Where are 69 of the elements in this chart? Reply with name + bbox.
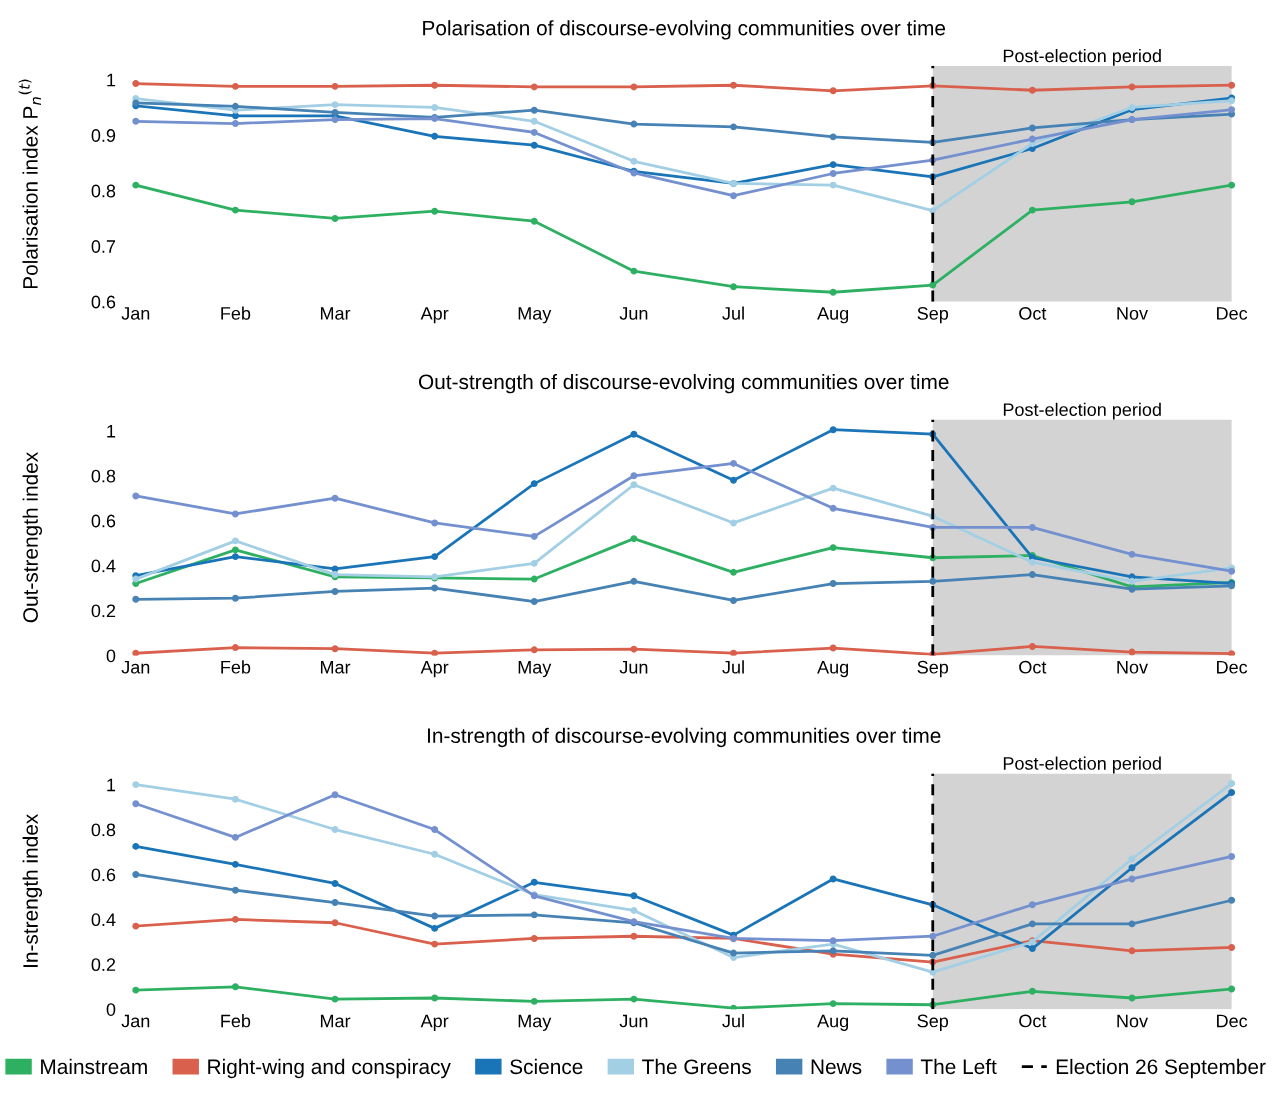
legend-label: Election 26 September (1056, 1058, 1266, 1079)
x-tick-label: Sep (917, 1014, 949, 1031)
band-label: Post-election period (1003, 402, 1161, 420)
x-tick-label: May (518, 307, 552, 324)
legend-label: News (811, 1059, 862, 1075)
x-tick-label: Jul (722, 660, 744, 674)
y-tick-label: 0.8 (91, 823, 116, 837)
x-tick-label: Feb (221, 1014, 251, 1028)
x-tick-label: May (518, 1014, 552, 1031)
chart-title: In-strength of discourse-evolving communities over time (428, 727, 941, 748)
x-tick-label: Mar (320, 307, 351, 320)
x-tick-label: Mar (320, 660, 351, 674)
y-tick-label: 0.7 (91, 240, 116, 253)
x-tick-label: Jun (619, 1014, 648, 1028)
x-tick-label: Aug (817, 1014, 849, 1031)
x-tick-label: Dec (1217, 1014, 1248, 1028)
x-tick-label: Jul (722, 306, 744, 320)
y-tick-label: 1 (107, 778, 116, 792)
y-tick-label: 0.2 (91, 958, 116, 972)
y-tick-label: 0 (106, 649, 116, 663)
x-tick-label: Apr (420, 1014, 449, 1031)
x-tick-label: Aug (817, 307, 849, 324)
x-tick-label: Jan (121, 660, 150, 674)
x-tick-label: Aug (817, 660, 849, 678)
y-tick-label: 1 (107, 73, 116, 87)
x-tick-label: Apr (420, 660, 449, 678)
x-tick-label: Oct (1019, 307, 1047, 320)
x-tick-label: Nov (1117, 660, 1148, 674)
y-axis-title: Out-strength index (22, 452, 43, 623)
y-tick-label: 1 (107, 424, 116, 438)
y-tick-label: 0 (106, 1003, 116, 1016)
y-tick-label: 0.6 (91, 868, 116, 882)
legend-label: The Greens (642, 1058, 751, 1075)
y-tick-label: 0.8 (91, 469, 116, 483)
chart-title: Polarisation of discourse-evolving communities over time (423, 20, 946, 40)
x-tick-label: Jun (619, 660, 648, 674)
x-tick-label: Feb (221, 660, 251, 674)
legend-label: Right-wing and conspiracy (208, 1058, 451, 1079)
band-label: Post-election period (1003, 756, 1161, 774)
y-tick-label: 0.4 (91, 559, 116, 573)
y-tick-label: 0.2 (91, 604, 116, 618)
x-tick-label: Oct (1019, 1014, 1047, 1028)
y-tick-label: 0.4 (91, 913, 116, 927)
y-tick-label: 0.9 (91, 129, 116, 142)
x-tick-label: Jun (619, 307, 648, 320)
x-tick-label: May (518, 660, 552, 678)
x-tick-label: Jan (121, 1014, 150, 1028)
x-tick-label: Feb (221, 306, 251, 320)
x-tick-label: Sep (917, 307, 949, 324)
band-label: Post-election period (1003, 48, 1161, 66)
x-tick-label: Oct (1019, 660, 1047, 674)
x-tick-label: Jul (722, 1014, 744, 1028)
legend-label: Mainstream (41, 1058, 147, 1075)
y-tick-label: 0.8 (91, 184, 116, 198)
x-tick-label: Jan (121, 307, 150, 320)
x-tick-label: Nov (1117, 1014, 1148, 1028)
legend-label: Science (510, 1058, 583, 1075)
legend-label: The Left (920, 1058, 997, 1075)
y-axis-title: Polarisation index P$_{n}$$^{(t)}$ (18, 79, 42, 289)
x-tick-label: Sep (917, 660, 949, 678)
x-tick-label: Dec (1217, 307, 1248, 320)
y-tick-label: 0.6 (91, 295, 116, 309)
x-tick-label: Nov (1117, 307, 1148, 320)
x-tick-label: Apr (420, 307, 449, 324)
x-tick-label: Dec (1217, 660, 1248, 674)
chart-title: Out-strength of discourse-evolving communities over time (418, 373, 949, 394)
y-axis-title: In-strength index (22, 813, 43, 967)
x-tick-label: Mar (320, 1014, 351, 1028)
y-tick-label: 0.6 (91, 514, 116, 528)
